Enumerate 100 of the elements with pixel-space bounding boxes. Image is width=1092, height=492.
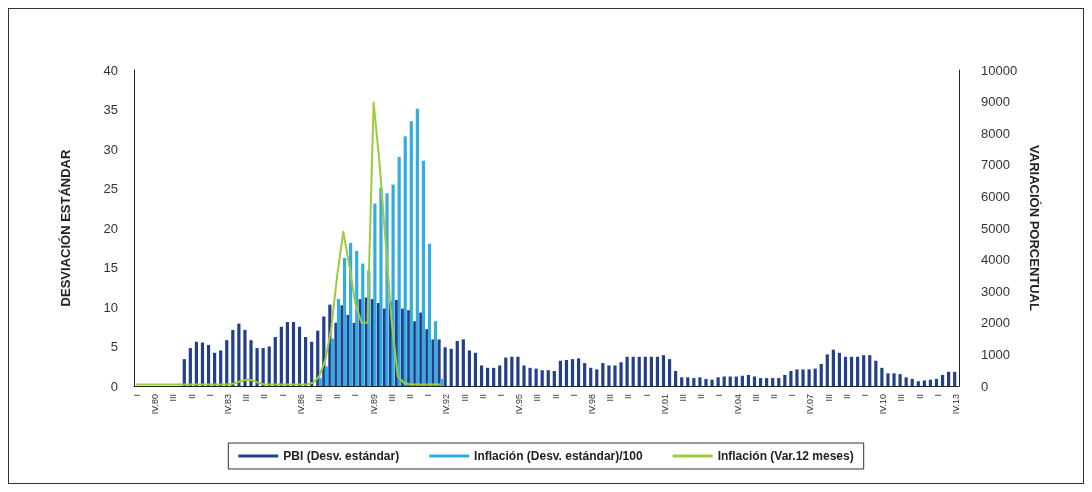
bar (643, 356, 647, 386)
bar (856, 356, 860, 386)
y2-tick-label: 0 (981, 378, 989, 394)
y2-tick-label: 3000 (981, 283, 1010, 299)
y2-tick-label: 2000 (981, 315, 1010, 331)
bar (849, 356, 854, 386)
y2-tick-label: 1000 (981, 346, 1010, 362)
bar (249, 340, 253, 386)
y-tick-label: 10 (103, 299, 118, 315)
bar (722, 376, 726, 386)
x-tick-label: II (768, 394, 779, 400)
bar (427, 243, 432, 386)
bar (734, 376, 738, 386)
x-tick-label: I (277, 394, 288, 397)
bar (686, 377, 690, 386)
x-tick-label: III (605, 394, 616, 402)
x-tick-label: III (386, 394, 397, 402)
x-tick-label: I (932, 394, 943, 397)
bar (874, 360, 878, 386)
x-tick-label: IV.86 (295, 394, 306, 415)
bar (728, 376, 732, 386)
bar (752, 376, 757, 386)
bar (831, 349, 835, 386)
bar (631, 356, 635, 386)
bar (419, 312, 423, 386)
y2-tick-label: 9000 (981, 94, 1010, 110)
x-tick-label: III (677, 394, 688, 402)
bar (330, 338, 335, 386)
y2-axis-title: VARIACIÓN PORCENTUAL (1027, 145, 1043, 311)
bar (910, 378, 914, 386)
x-tick-label: III (459, 394, 470, 402)
bar (880, 367, 884, 386)
bar (904, 377, 908, 386)
bar (443, 347, 447, 386)
y-tick-label: 20 (103, 220, 118, 236)
bar (843, 356, 848, 386)
bar (455, 340, 459, 386)
bar (583, 363, 587, 386)
y2-tick-label: 5000 (981, 220, 1010, 236)
bar (318, 378, 322, 386)
bar (637, 356, 641, 386)
bar (279, 326, 283, 386)
bar (564, 359, 569, 386)
bar (403, 136, 407, 386)
y2-tick-label: 8000 (981, 125, 1010, 141)
bar (758, 378, 763, 386)
bar (431, 339, 435, 386)
bar (522, 365, 526, 386)
bar (661, 355, 666, 386)
bar (437, 339, 441, 386)
x-tick-label: IV.04 (732, 394, 743, 415)
bar (710, 379, 714, 386)
bar (934, 378, 939, 386)
legend-label: PBI (Desv. estándar) (283, 449, 400, 463)
bar (777, 378, 781, 386)
y-tick-label: 25 (103, 181, 118, 196)
bar (534, 368, 538, 386)
bar (361, 263, 365, 386)
bar (421, 160, 426, 386)
bar (570, 359, 575, 386)
bar (807, 369, 811, 386)
x-tick-label: I (350, 394, 361, 397)
x-tick-label: II (623, 394, 634, 400)
bar (892, 373, 896, 386)
bar (607, 365, 611, 386)
bar (336, 299, 341, 386)
x-tick-label: IV.98 (587, 394, 597, 415)
bar (765, 378, 769, 386)
bar (297, 326, 302, 386)
bar (379, 187, 383, 386)
bar (334, 322, 338, 386)
x-tick-label: II (259, 394, 270, 400)
bar (576, 358, 581, 386)
y2-tick-label: 7000 (981, 157, 1010, 173)
y-axis-title: DESVIACIÓN ESTÁNDAR (58, 149, 73, 307)
bar (461, 339, 465, 386)
x-tick-label: I (859, 394, 870, 397)
bar (540, 370, 544, 386)
bar (255, 348, 259, 386)
bar (413, 321, 417, 386)
x-tick-label: I (496, 394, 506, 397)
bar (467, 350, 471, 386)
bar (595, 369, 599, 386)
x-tick-label: IV.07 (805, 394, 816, 415)
bar (704, 378, 708, 386)
x-tick-label: I (787, 394, 798, 397)
bar (397, 156, 401, 386)
bar (740, 375, 744, 386)
bar (273, 337, 277, 386)
bar (746, 374, 751, 386)
bar (225, 340, 229, 386)
bar (415, 108, 419, 386)
bar (922, 380, 926, 386)
x-tick-label: I (568, 394, 579, 397)
bar (819, 363, 823, 386)
x-tick-label: IV.92 (441, 394, 452, 415)
x-tick-label: IV.95 (514, 394, 525, 415)
bar (674, 370, 678, 386)
bar (479, 365, 484, 386)
x-tick-label: II (550, 394, 561, 400)
